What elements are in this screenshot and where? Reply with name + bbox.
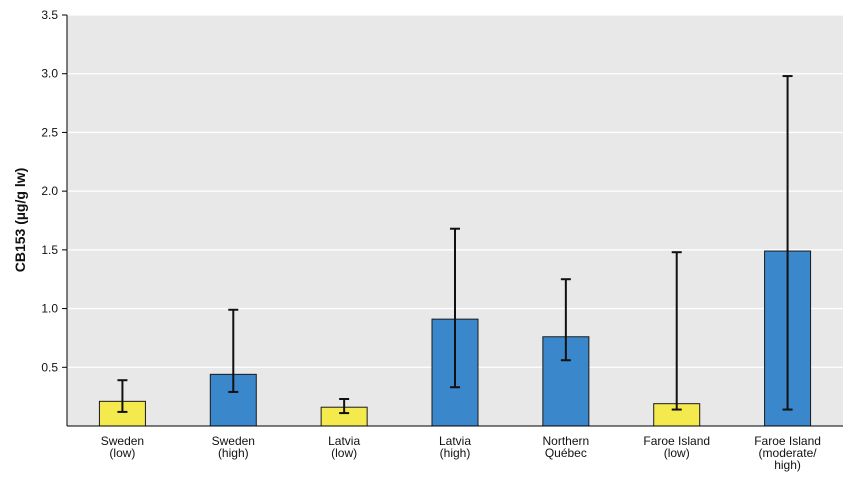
y-tick-label: 0.5	[41, 360, 58, 374]
x-category-label: Faroe Island	[643, 434, 710, 448]
x-category-label: Northern	[543, 434, 590, 448]
x-category-label: Faroe Island	[754, 434, 821, 448]
error-bars	[117, 75, 793, 415]
x-category-label: Latvia	[439, 434, 471, 448]
x-category-label: (moderate/	[759, 446, 818, 460]
y-tick-label: 3.0	[41, 67, 58, 81]
x-category-label: (low)	[109, 446, 135, 460]
y-tick-labels: 0.5 1.0 1.5 2.0 2.5 3.0 3.5	[41, 8, 67, 374]
y-tick-label: 3.5	[41, 8, 58, 22]
x-category-label: (high)	[440, 446, 471, 460]
x-category-label: Québec	[545, 446, 587, 460]
y-tick-label: 2.5	[41, 125, 58, 139]
y-tick-label: 2.0	[41, 184, 58, 198]
y-tick-label: 1.5	[41, 243, 58, 257]
x-category-label: Latvia	[328, 434, 360, 448]
x-category-label: Sweden	[101, 434, 144, 448]
x-category-label: Sweden	[212, 434, 255, 448]
y-tick-label: 1.0	[41, 302, 58, 316]
x-category-label: (low)	[664, 446, 690, 460]
x-category-label: (low)	[331, 446, 357, 460]
x-category-labels: Sweden(low)Sweden(high)Latvia(low)Latvia…	[101, 434, 821, 472]
x-category-label: (high)	[218, 446, 249, 460]
x-category-label: high)	[774, 458, 801, 472]
y-axis-title: CB153 (µg/g lw)	[12, 168, 28, 273]
